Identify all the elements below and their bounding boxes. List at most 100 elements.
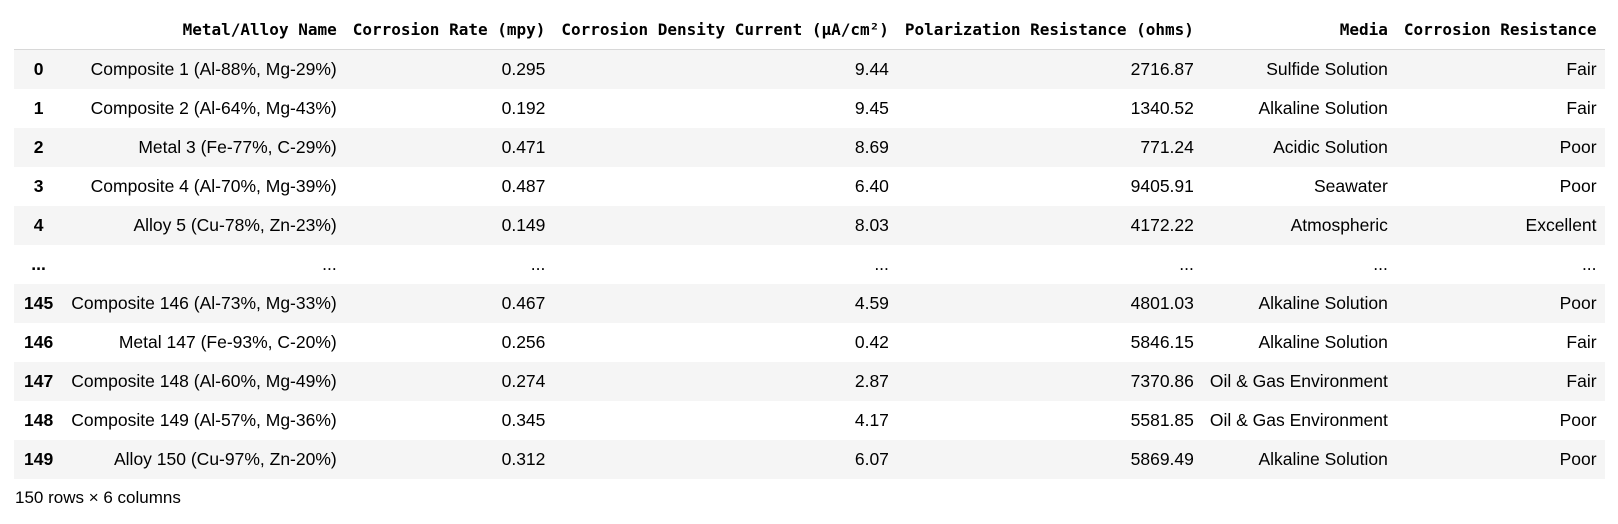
cell-corrosion-rate: 0.487 — [501, 176, 546, 196]
cell-media: ... — [1373, 254, 1388, 274]
index-header — [14, 10, 64, 50]
cell-metal-alloy-name: Composite 148 (Al-60%, Mg-49%) — [71, 371, 337, 391]
cell-corrosion-density-current: 4.59 — [854, 293, 889, 313]
cell-corrosion-resistance: Poor — [1559, 449, 1597, 469]
cell-polarization-resistance: 5581.85 — [1130, 410, 1194, 430]
cell-corrosion-density-current: 9.45 — [854, 98, 889, 118]
row-index: 147 — [24, 371, 54, 391]
cell-media: Alkaline Solution — [1258, 332, 1388, 352]
cell-polarization-resistance: 7370.86 — [1130, 371, 1194, 391]
cell-metal-alloy-name: Composite 149 (Al-57%, Mg-36%) — [71, 410, 337, 430]
cell-media: Sulfide Solution — [1266, 59, 1388, 79]
cell-corrosion-density-current: 0.42 — [854, 332, 889, 352]
row-index: ... — [31, 254, 46, 274]
cell-corrosion-resistance: Poor — [1559, 293, 1597, 313]
cell-metal-alloy-name: Composite 4 (Al-70%, Mg-39%) — [90, 176, 337, 196]
cell-polarization-resistance: 5846.15 — [1130, 332, 1194, 352]
column-header-corrosion-resistance: Corrosion Resistance — [1395, 10, 1605, 50]
cell-corrosion-rate: 0.149 — [501, 215, 546, 235]
cell-corrosion-resistance: Fair — [1566, 59, 1597, 79]
row-index: 146 — [24, 332, 54, 352]
cell-polarization-resistance: 4172.22 — [1130, 215, 1194, 235]
cell-media: Alkaline Solution — [1258, 449, 1388, 469]
cell-corrosion-density-current: 8.03 — [854, 215, 889, 235]
table-body: 0 Composite 1 (Al-88%, Mg-29%) 0.295 9.4… — [14, 49, 1605, 479]
cell-media: Seawater — [1313, 176, 1388, 196]
cell-media: Alkaline Solution — [1258, 293, 1388, 313]
cell-polarization-resistance: ... — [1179, 254, 1194, 274]
column-header-corrosion-density-current: Corrosion Density Current (µA/cm²) — [553, 10, 897, 50]
column-header-corrosion-rate: Corrosion Rate (mpy) — [344, 10, 554, 50]
cell-metal-alloy-name: Metal 147 (Fe-93%, C-20%) — [118, 332, 337, 352]
cell-polarization-resistance: 9405.91 — [1130, 176, 1194, 196]
cell-media: Oil & Gas Environment — [1209, 410, 1388, 430]
cell-polarization-resistance: 771.24 — [1140, 137, 1194, 157]
cell-metal-alloy-name: Composite 2 (Al-64%, Mg-43%) — [90, 98, 337, 118]
cell-polarization-resistance: 5869.49 — [1130, 449, 1194, 469]
cell-corrosion-density-current: 9.44 — [854, 59, 889, 79]
dataframe-shape-summary: 150 rows × 6 columns — [15, 488, 181, 507]
cell-corrosion-rate: 0.295 — [501, 59, 546, 79]
column-header-polarization-resistance: Polarization Resistance (ohms) — [896, 10, 1202, 50]
header-row: Metal/Alloy Name Corrosion Rate (mpy) Co… — [14, 10, 1605, 50]
cell-corrosion-resistance: ... — [1581, 254, 1597, 274]
row-index: 4 — [33, 215, 44, 235]
table-row: 1 Composite 2 (Al-64%, Mg-43%) 0.192 9.4… — [14, 89, 1605, 128]
table-row: 3 Composite 4 (Al-70%, Mg-39%) 0.487 6.4… — [14, 167, 1605, 206]
cell-metal-alloy-name: Metal 3 (Fe-77%, C-29%) — [138, 137, 337, 157]
cell-corrosion-density-current: 4.17 — [854, 410, 889, 430]
cell-metal-alloy-name: Alloy 150 (Cu-97%, Zn-20%) — [114, 449, 337, 469]
column-header-media: Media — [1201, 10, 1396, 50]
cell-corrosion-resistance: Poor — [1559, 410, 1597, 430]
cell-corrosion-resistance: Poor — [1559, 176, 1597, 196]
table-row: 148 Composite 149 (Al-57%, Mg-36%) 0.345… — [14, 401, 1605, 440]
row-index: 2 — [33, 137, 44, 157]
cell-media: Acidic Solution — [1273, 137, 1388, 157]
cell-corrosion-density-current: 2.87 — [854, 371, 889, 391]
cell-corrosion-rate: 0.467 — [501, 293, 546, 313]
cell-corrosion-resistance: Fair — [1566, 332, 1597, 352]
row-index: 1 — [33, 98, 44, 118]
row-index: 0 — [33, 59, 44, 79]
cell-corrosion-rate: 0.345 — [501, 410, 546, 430]
cell-corrosion-density-current: ... — [874, 254, 889, 274]
cell-corrosion-resistance: Poor — [1559, 137, 1597, 157]
ellipsis-row: ... ... ... ... ... ... ... — [14, 245, 1605, 284]
cell-media: Atmospheric — [1290, 215, 1388, 235]
table-row: 4 Alloy 5 (Cu-78%, Zn-23%) 0.149 8.03 41… — [14, 206, 1605, 245]
cell-polarization-resistance: 1340.52 — [1130, 98, 1194, 118]
cell-corrosion-resistance: Fair — [1566, 371, 1597, 391]
table-row: 145 Composite 146 (Al-73%, Mg-33%) 0.467… — [14, 284, 1605, 323]
cell-corrosion-density-current: 8.69 — [854, 137, 889, 157]
cell-metal-alloy-name: Composite 1 (Al-88%, Mg-29%) — [90, 59, 337, 79]
cell-corrosion-rate: ... — [530, 254, 546, 274]
table-row: 147 Composite 148 (Al-60%, Mg-49%) 0.274… — [14, 362, 1605, 401]
cell-polarization-resistance: 4801.03 — [1130, 293, 1194, 313]
cell-metal-alloy-name: Composite 146 (Al-73%, Mg-33%) — [71, 293, 337, 313]
table-row: 2 Metal 3 (Fe-77%, C-29%) 0.471 8.69 771… — [14, 128, 1605, 167]
row-index: 145 — [24, 293, 54, 313]
column-header-metal-alloy-name: Metal/Alloy Name — [63, 10, 345, 50]
cell-corrosion-rate: 0.256 — [501, 332, 546, 352]
table-row: 149 Alloy 150 (Cu-97%, Zn-20%) 0.312 6.0… — [14, 440, 1605, 479]
cell-metal-alloy-name: Alloy 5 (Cu-78%, Zn-23%) — [133, 215, 337, 235]
cell-corrosion-resistance: Excellent — [1525, 215, 1597, 235]
dataframe-output: Metal/Alloy Name Corrosion Rate (mpy) Co… — [14, 10, 1605, 508]
cell-media: Alkaline Solution — [1258, 98, 1388, 118]
dataframe-table: Metal/Alloy Name Corrosion Rate (mpy) Co… — [14, 10, 1605, 479]
cell-corrosion-density-current: 6.07 — [854, 449, 889, 469]
cell-corrosion-resistance: Fair — [1566, 98, 1597, 118]
cell-polarization-resistance: 2716.87 — [1130, 59, 1194, 79]
cell-corrosion-rate: 0.471 — [501, 137, 546, 157]
cell-corrosion-density-current: 6.40 — [854, 176, 889, 196]
row-index: 148 — [24, 410, 54, 430]
cell-corrosion-rate: 0.274 — [501, 371, 546, 391]
table-header: Metal/Alloy Name Corrosion Rate (mpy) Co… — [14, 10, 1605, 50]
row-index: 149 — [24, 449, 54, 469]
cell-corrosion-rate: 0.312 — [501, 449, 546, 469]
cell-corrosion-rate: 0.192 — [501, 98, 546, 118]
row-index: 3 — [33, 176, 44, 196]
table-row: 0 Composite 1 (Al-88%, Mg-29%) 0.295 9.4… — [14, 49, 1605, 89]
table-row: 146 Metal 147 (Fe-93%, C-20%) 0.256 0.42… — [14, 323, 1605, 362]
cell-media: Oil & Gas Environment — [1209, 371, 1388, 391]
